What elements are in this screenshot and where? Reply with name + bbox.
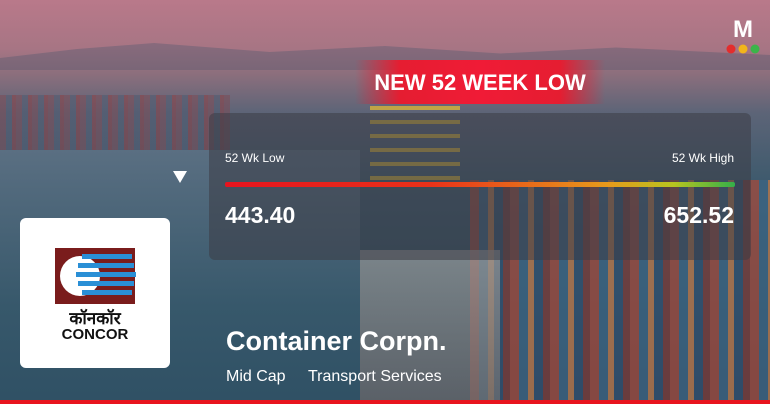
brand-letter: M — [733, 16, 753, 43]
dot — [726, 44, 736, 54]
bottom-line — [0, 400, 770, 404]
banner-text: NEW 52 WEEK LOW — [374, 70, 586, 95]
tag: Mid Cap — [226, 368, 286, 385]
low-label: 52 Wk Low — [225, 151, 285, 165]
range-bar — [225, 182, 735, 187]
tag: Transport Services — [308, 368, 442, 385]
down-arrow — [173, 171, 187, 183]
logo-script: कॉनकॉर — [69, 309, 121, 328]
low-value: 443.40 — [225, 202, 296, 228]
logo-mark — [55, 248, 136, 304]
logo-stripes — [76, 254, 136, 295]
brand-logo: M — [724, 18, 762, 54]
high-value: 652.52 — [663, 202, 734, 228]
dot — [750, 44, 760, 54]
logo-text: CONCOR — [61, 326, 129, 343]
quay — [360, 250, 500, 404]
triangle — [173, 171, 187, 183]
brand-dots — [726, 44, 760, 54]
company-name: Container Corpn. — [226, 326, 447, 356]
logo-box: कॉनकॉर CONCOR — [20, 218, 170, 368]
high-label: 52 Wk High — [671, 151, 734, 165]
banner — [355, 60, 605, 104]
dot — [738, 44, 748, 54]
